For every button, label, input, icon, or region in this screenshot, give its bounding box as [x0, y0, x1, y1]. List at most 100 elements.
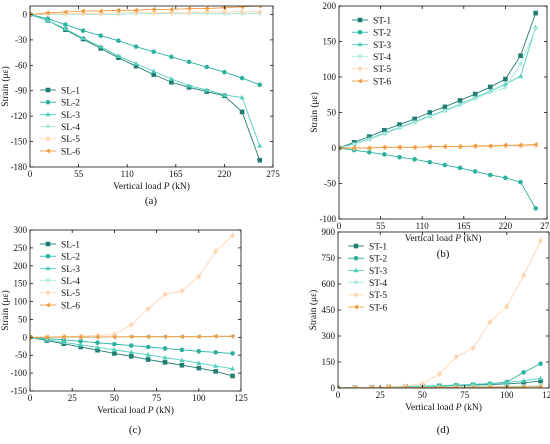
data-point-ST-6 [419, 384, 425, 388]
legend-marker-SL-5 [45, 289, 51, 296]
series-ST-2 [339, 145, 538, 211]
data-point-ST-2 [533, 206, 538, 211]
data-point-SL-5 [111, 331, 117, 338]
chart-panel-2: 0 25 50 75 100 125 -150 -100 -50 0 50 100 150 200 250 3… [0, 225, 248, 436]
data-point-SL-6 [62, 9, 68, 15]
legend-marker-ST-1 [353, 243, 359, 249]
y-tick-label: -50 [15, 350, 27, 360]
data-point-SL-2 [239, 75, 245, 81]
legend-item-SL-1: SL-1 [40, 86, 80, 96]
x-tick-label: 0 [337, 221, 342, 231]
data-point-ST-6 [338, 385, 340, 388]
y-tick-label: -150 [11, 137, 28, 147]
x-tick-label: 25 [376, 390, 386, 400]
legend-marker-SL-6 [45, 302, 50, 308]
data-point-ST-1 [487, 84, 493, 90]
data-point-SL-3 [239, 94, 245, 100]
legend: SL-1 SL-2 SL-3 SL-4 SL-5 SL-6 [40, 240, 80, 311]
data-point-ST-4 [366, 137, 372, 143]
data-point-SL-2 [133, 44, 139, 49]
data-point-ST-1 [472, 91, 478, 97]
series-line-SL-2 [30, 14, 260, 86]
legend-label: SL-3 [61, 265, 80, 275]
data-point-SL-6 [115, 7, 121, 13]
y-tick-label: -90 [15, 86, 27, 96]
legend-label: SL-1 [61, 86, 80, 96]
data-point-ST-2 [538, 361, 543, 367]
data-point-ST-4 [412, 120, 418, 126]
legend-item-ST-1: ST-1 [348, 242, 387, 252]
x-axis-title: Vertical load P (kN) [97, 405, 174, 416]
data-point-ST-3 [487, 380, 493, 386]
data-point-ST-6 [537, 384, 543, 388]
legend-marker-SL-3 [45, 265, 51, 271]
data-point-SL-6 [77, 334, 83, 340]
x-tick-label: 110 [121, 169, 135, 179]
y-tick-label: -30 [15, 35, 27, 45]
data-point-SL-6 [145, 334, 150, 340]
data-point-ST-6 [436, 384, 442, 388]
series-line-SL-1 [30, 14, 261, 161]
data-point-ST-5 [504, 303, 510, 310]
legend-item-ST-2: ST-2 [352, 29, 391, 39]
legend-marker-ST-5 [353, 291, 359, 298]
legend-label: SL-5 [61, 135, 80, 145]
data-point-SL-2 [186, 59, 192, 65]
data-point-ST-6 [381, 144, 387, 150]
legend-label: SL-4 [61, 123, 80, 133]
x-tick-label: 100 [192, 393, 206, 403]
legend-label: ST-1 [373, 16, 391, 26]
data-point-ST-5 [521, 272, 527, 279]
data-point-SL-6 [257, 6, 262, 9]
data-point-ST-1 [457, 98, 463, 103]
legend-item-ST-5: ST-5 [348, 291, 387, 301]
data-point-SL-5 [80, 10, 86, 17]
legend-item-SL-4: SL-4 [40, 123, 80, 133]
data-point-SL-6 [179, 334, 184, 340]
legend-item-ST-4: ST-4 [352, 53, 391, 63]
data-point-SL-3 [128, 349, 134, 355]
x-tick-label: 55 [74, 169, 84, 179]
legend-label: ST-5 [369, 291, 387, 301]
data-point-SL-3 [61, 339, 67, 345]
data-point-ST-6 [487, 384, 492, 388]
legend: ST-1 ST-2 ST-3 ST-4 ST-5 ST-6 [348, 242, 387, 313]
legend-marker-SL-1 [45, 241, 51, 247]
series-SL-3 [30, 11, 263, 148]
data-point-ST-6 [457, 144, 462, 150]
legend-marker-ST-6 [357, 78, 362, 84]
data-point-ST-3 [517, 73, 524, 79]
data-point-SL-5 [196, 273, 202, 280]
series-SL-5 [30, 232, 236, 341]
data-point-SL-3 [45, 17, 51, 23]
data-point-SL-3 [196, 360, 202, 365]
data-point-SL-1 [162, 360, 168, 365]
data-point-ST-6 [352, 385, 357, 388]
x-tick-label: 75 [460, 390, 470, 400]
data-point-SL-1 [213, 369, 218, 374]
legend-marker-ST-1 [357, 17, 363, 23]
legend-marker-SL-2 [45, 253, 51, 259]
data-point-SL-1 [257, 157, 263, 163]
data-point-ST-4 [457, 103, 463, 109]
y-tick-label: 50 [18, 314, 28, 324]
legend-label: ST-6 [373, 77, 391, 87]
data-point-ST-4 [533, 26, 539, 32]
data-point-SL-6 [44, 334, 49, 340]
data-point-ST-2 [472, 169, 478, 174]
x-tick-label: 220 [218, 169, 232, 179]
legend-marker-SL-5 [45, 135, 51, 142]
data-point-SL-2 [112, 341, 117, 347]
legend-label: SL-2 [61, 99, 80, 109]
data-point-SL-1 [112, 351, 117, 356]
legend-item-SL-1: SL-1 [40, 240, 80, 250]
data-point-SL-2 [98, 33, 103, 38]
data-point-ST-6 [453, 384, 458, 388]
data-point-SL-3 [221, 92, 227, 97]
legend-label: SL-4 [61, 277, 80, 287]
y-tick-label: 100 [14, 297, 28, 307]
data-point-SL-6 [229, 333, 235, 339]
data-point-SL-3 [179, 357, 185, 363]
data-point-ST-6 [369, 385, 374, 388]
